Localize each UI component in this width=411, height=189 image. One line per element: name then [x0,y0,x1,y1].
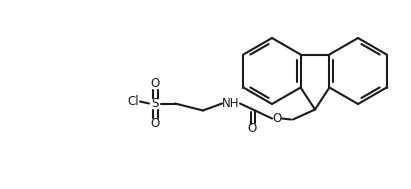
Text: O: O [247,122,256,135]
Text: NH: NH [222,97,240,110]
Text: Cl: Cl [127,95,139,108]
Text: O: O [150,77,159,90]
Text: O: O [150,117,159,130]
Text: S: S [151,97,159,110]
Text: O: O [272,112,282,125]
